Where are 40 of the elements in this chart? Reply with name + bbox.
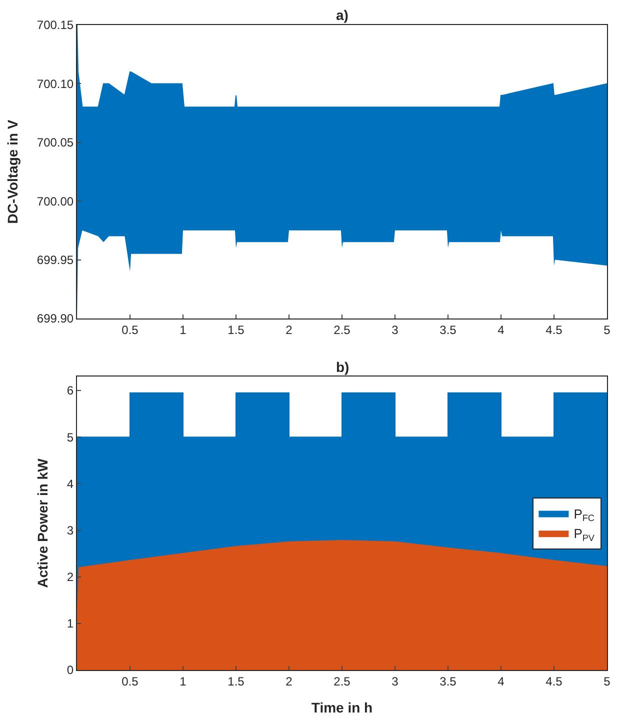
x-tick-label: 4.5: [546, 674, 563, 688]
x-tick-label: 0.5: [122, 322, 139, 337]
y-tick-label: 699.90: [36, 312, 74, 326]
x-tick-label: 4: [498, 322, 505, 337]
y-tick-label: 700.10: [36, 76, 74, 91]
x-tick-label: 2.5: [334, 674, 351, 688]
x-tick-label: 5: [604, 322, 611, 337]
x-tick-label: 4: [498, 674, 505, 688]
x-tick-label: 2: [286, 674, 293, 688]
x-tick-label: 3.5: [440, 674, 457, 688]
x-tick-label: 3: [392, 674, 399, 688]
x-tick-label: 2: [286, 322, 293, 337]
x-tick-label: 0.5: [122, 674, 139, 688]
legend-label: P$_{FC}$: [574, 506, 595, 524]
x-tick-label: 1: [180, 322, 187, 337]
y-tick-label: 5: [66, 430, 74, 444]
y-tick-label: 0: [66, 663, 74, 678]
x-tick-label: 1.5: [228, 674, 245, 688]
x-tick-label: 4.5: [546, 322, 563, 337]
y-tick-label: 699.95: [36, 252, 74, 267]
y-tick-label: 3: [66, 523, 74, 538]
x-tick-label: 2.5: [334, 322, 351, 337]
chart-title: b): [336, 359, 350, 375]
y-tick-label: 4: [66, 476, 74, 491]
x-tick-label: 1: [180, 674, 187, 688]
y-axis-title: DC-Voltage in V: [4, 119, 20, 224]
chart-title: a): [336, 7, 348, 23]
x-tick-label: 3.5: [440, 322, 457, 337]
x-axis-title: Time in h: [311, 700, 373, 716]
legend-label: P$_{PV}$: [574, 526, 596, 543]
x-tick-label: 5: [604, 674, 611, 688]
y-tick-label: 6: [66, 384, 74, 398]
y-axis-title: Active Power in kW: [34, 458, 51, 588]
x-tick-label: 3: [392, 322, 399, 337]
y-tick-label: 1: [66, 616, 74, 631]
x-tick-label: 1.5: [228, 322, 245, 337]
y-tick-label: 700.05: [36, 136, 74, 150]
y-tick-label: 700.15: [36, 18, 74, 32]
y-tick-label: 700.00: [36, 194, 74, 208]
y-tick-label: 2: [66, 570, 74, 584]
